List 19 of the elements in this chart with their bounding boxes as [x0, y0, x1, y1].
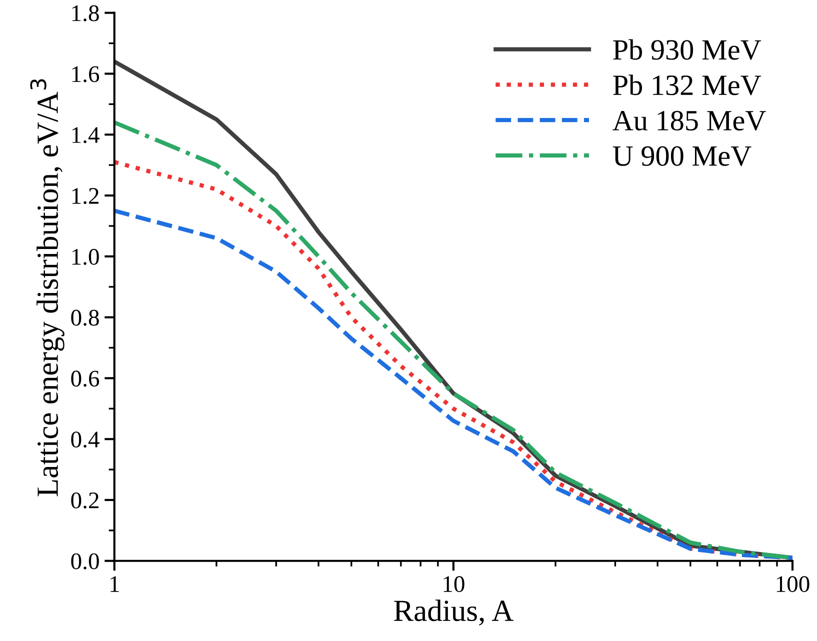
legend-label: Pb 132 MeV [613, 74, 762, 96]
y-tick-label: 1.0 [72, 248, 99, 265]
y-tick-label: 0.4 [71, 432, 100, 448]
y-tick-label: 1.2 [72, 188, 98, 204]
x-tick-label: 100 [776, 576, 810, 592]
y-tick-label: 1.6 [72, 66, 100, 82]
x-axis-title: Radius, A [394, 600, 514, 626]
legend-label: Pb 930 MeV [613, 39, 762, 60]
y-axis-title: Lattice energy distribution, eV/A$^{3}$ [30, 79, 64, 496]
y-tick-label: 0.0 [71, 553, 99, 570]
y-tick-label: 0.8 [71, 310, 99, 326]
y-tick-label: 0.2 [71, 492, 98, 509]
legend-label: U 900 MeV [612, 146, 752, 166]
y-tick-label: 1.4 [72, 127, 100, 144]
y-tick-label: 1.8 [72, 5, 99, 22]
x-tick-label: 10 [444, 576, 464, 592]
legend-label: Au 185 MeV [612, 110, 766, 131]
x-tick-label: 1 [110, 576, 119, 592]
y-tick-label: 0.6 [71, 370, 100, 387]
